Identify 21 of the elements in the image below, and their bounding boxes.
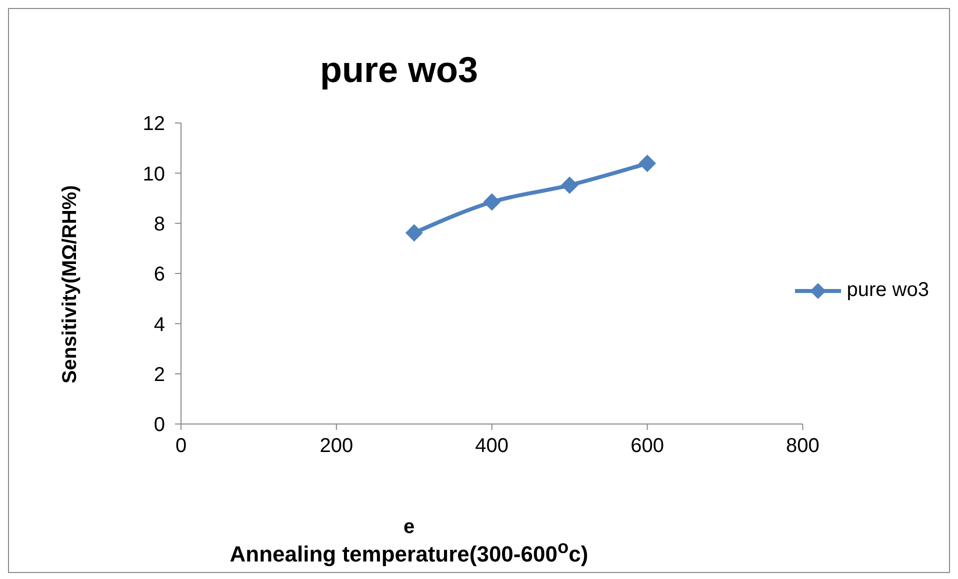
- chart-title: pure wo3: [318, 49, 480, 91]
- y-tick-label: 12: [142, 113, 165, 136]
- text: e: [403, 516, 415, 538]
- point: [406, 224, 423, 242]
- point: [561, 176, 578, 194]
- y-tick-label: 0: [154, 414, 165, 436]
- y-tick-label: 6: [154, 264, 165, 286]
- y-axis-title: Sensitivity(MΩ/RH%): [59, 185, 82, 384]
- x-axis-title: Annealing temperature(300-600$^{o}$c): [230, 536, 588, 566]
- point: [483, 194, 500, 211]
- y-tick-label: 8: [154, 213, 165, 236]
- x-tick-label: 200: [320, 435, 354, 458]
- x-tick-label: 800: [786, 435, 820, 458]
- x-tick-label: 600: [630, 435, 664, 458]
- y-tick-label: 2: [154, 364, 165, 386]
- legend-label: pure wo3: [846, 279, 929, 302]
- y-tick-label: 10: [142, 163, 165, 186]
- y-tick-label: 4: [154, 314, 165, 336]
- x-tick-label: 0: [175, 435, 187, 458]
- point: [638, 154, 656, 172]
- x-tick-label: 400: [475, 435, 509, 458]
